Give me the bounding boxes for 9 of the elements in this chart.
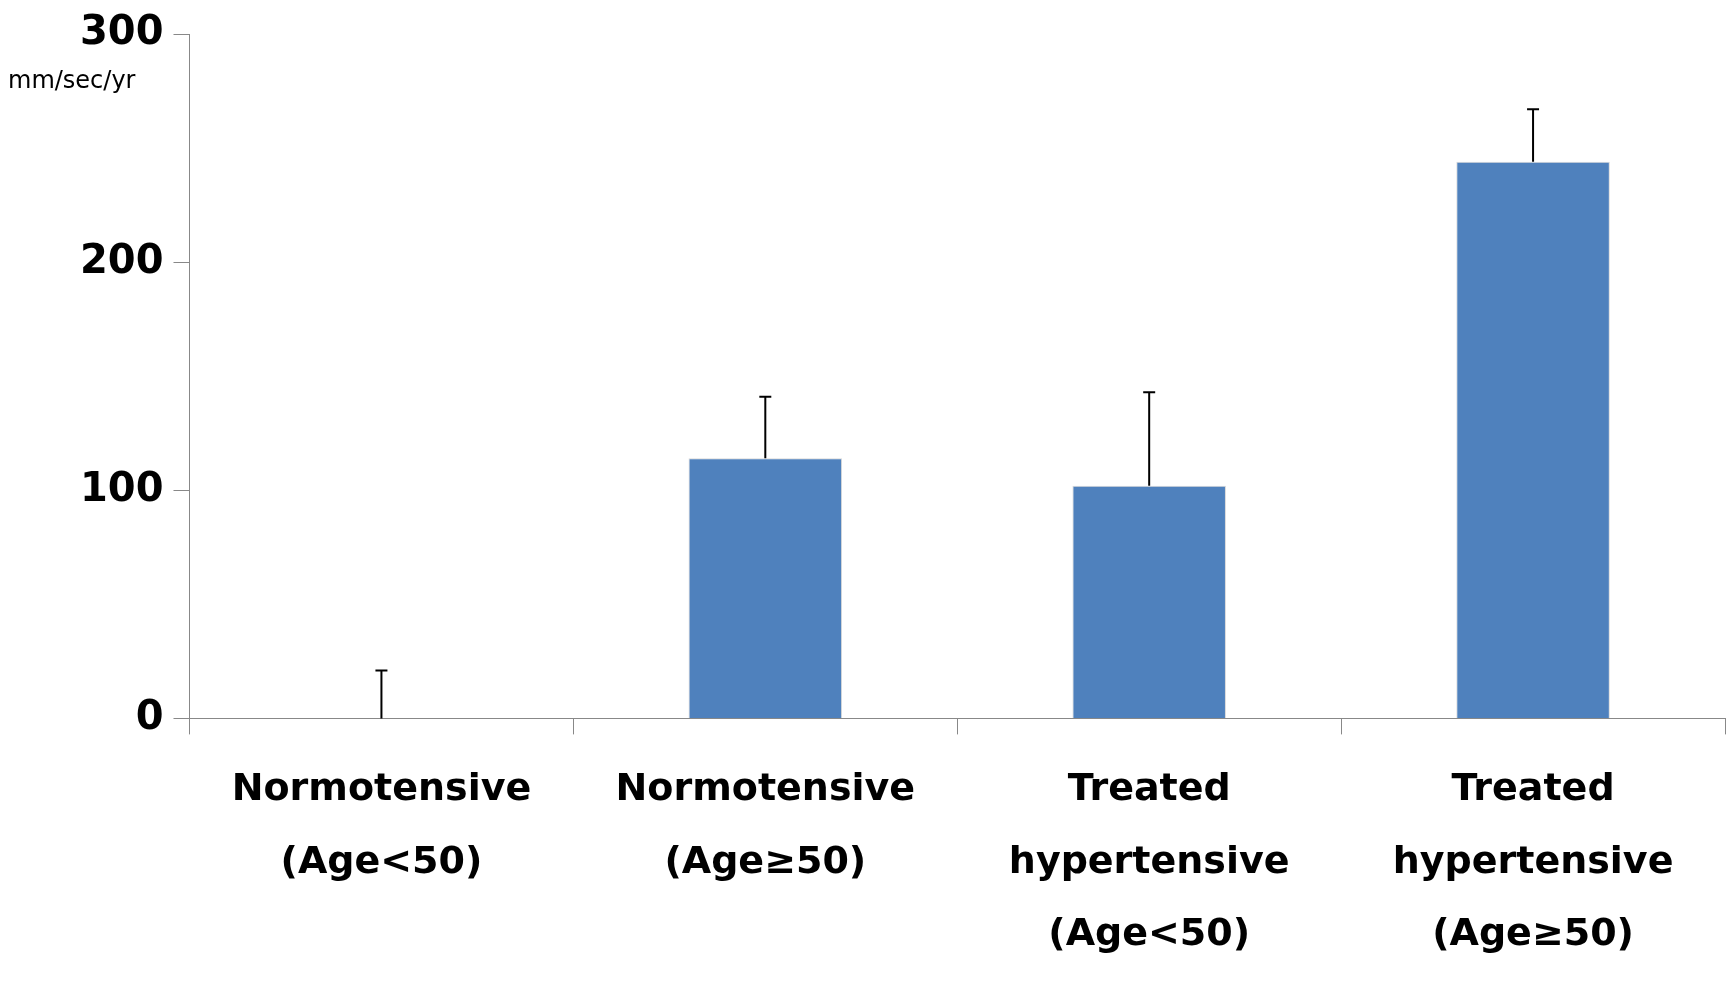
x-tick-label: Treated hypertensive (Age≥50) (1392, 765, 1674, 954)
y-tick-label: 0 (135, 691, 164, 738)
y-tick-label: 100 (80, 463, 164, 510)
y-tick-label: 200 (80, 235, 164, 282)
x-tick-label: Normotensive (Age<50) (231, 765, 532, 882)
x-tick-label: Normotensive (Age≥50) (615, 765, 916, 882)
y-tick-label: 300 (80, 7, 164, 54)
y-axis-title: mm/sec/yr (8, 66, 136, 94)
x-tick-label: Treated hypertensive (Age<50) (1008, 765, 1290, 954)
